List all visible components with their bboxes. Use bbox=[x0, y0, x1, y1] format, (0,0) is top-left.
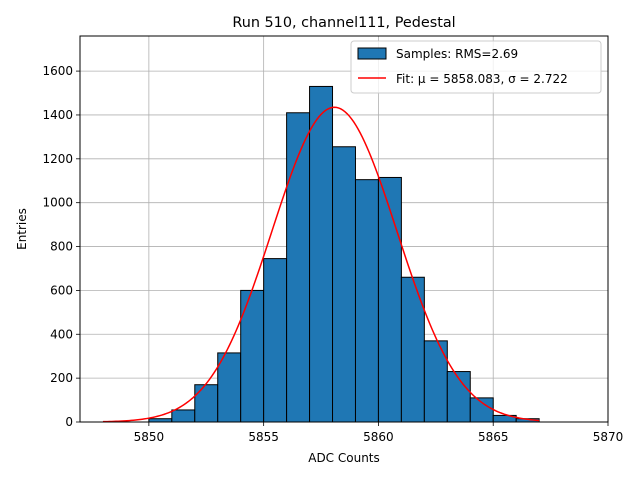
y-tick-label: 0 bbox=[65, 415, 73, 429]
y-tick-label: 1200 bbox=[42, 152, 73, 166]
plot-frame bbox=[79, 35, 609, 423]
y-tick-label: 600 bbox=[50, 283, 73, 297]
legend-samples-swatch bbox=[357, 47, 387, 60]
x-tick-label: 5855 bbox=[248, 430, 279, 444]
histogram-bar bbox=[332, 146, 356, 423]
y-axis-ticks: 0 200 400 600 800 1000 1200 1400 1600 bbox=[42, 64, 80, 429]
histogram-bar bbox=[309, 85, 334, 423]
x-tick-label: 5850 bbox=[134, 430, 165, 444]
x-tick-label: 5860 bbox=[363, 430, 394, 444]
x-tick-label: 5870 bbox=[593, 430, 624, 444]
legend-samples-label: Samples: RMS=2.69 bbox=[396, 47, 518, 61]
histogram-bar bbox=[286, 112, 311, 423]
histogram-bar bbox=[194, 384, 219, 423]
histogram-bar bbox=[400, 276, 425, 423]
histogram-bar bbox=[217, 352, 242, 423]
y-tick-label: 1000 bbox=[42, 196, 73, 210]
x-axis-label: ADC Counts bbox=[308, 451, 380, 465]
y-tick-label: 800 bbox=[50, 240, 73, 254]
histogram-bar bbox=[263, 258, 288, 423]
y-tick-label: 400 bbox=[50, 327, 73, 341]
histogram-bar bbox=[377, 176, 402, 423]
x-axis-ticks: 5850 5855 5860 5865 5870 bbox=[134, 422, 624, 444]
y-tick-label: 1600 bbox=[42, 64, 73, 78]
fit-curve bbox=[102, 106, 540, 423]
histogram-bar bbox=[171, 409, 196, 423]
legend-box bbox=[350, 40, 602, 94]
legend-fit-label: Fit: μ = 5858.083, σ = 2.722 bbox=[396, 72, 568, 86]
histogram-bars bbox=[148, 85, 540, 423]
histogram-bar bbox=[354, 179, 379, 423]
chart-title: Run 510, channel111, Pedestal bbox=[232, 15, 455, 31]
y-axis-label: Entries bbox=[15, 208, 29, 250]
legend: Samples: RMS=2.69 Fit: μ = 5858.083, σ =… bbox=[350, 40, 602, 94]
y-tick-label: 200 bbox=[50, 371, 73, 385]
y-tick-label: 1400 bbox=[42, 108, 73, 122]
fit-curve-layer bbox=[102, 106, 540, 423]
histogram-bar bbox=[469, 397, 494, 423]
x-tick-label: 5865 bbox=[478, 430, 509, 444]
